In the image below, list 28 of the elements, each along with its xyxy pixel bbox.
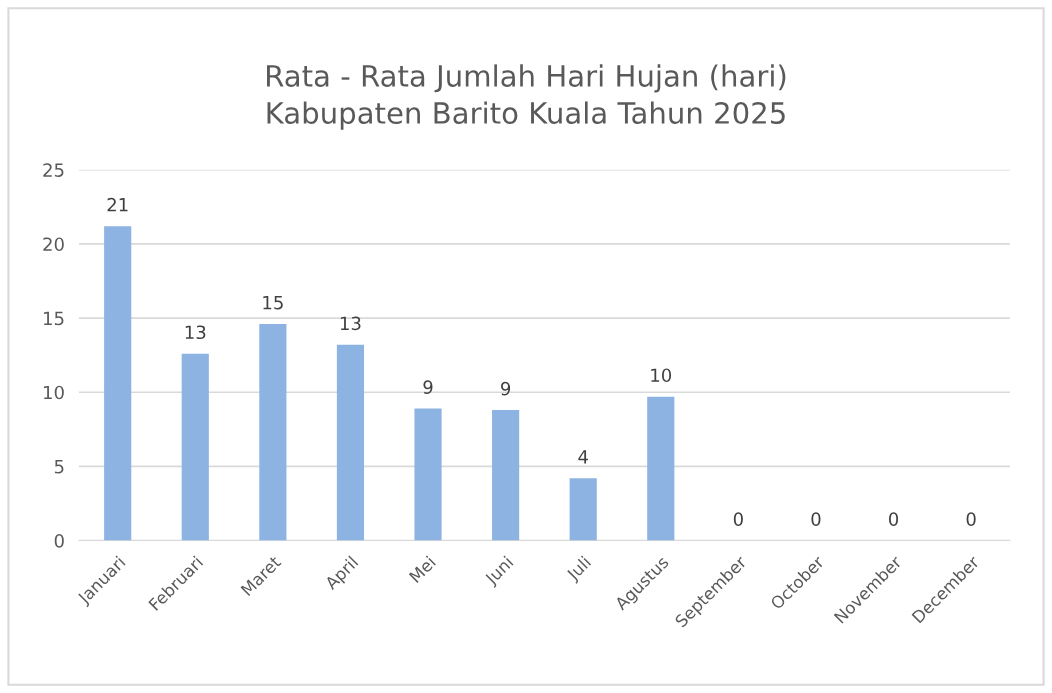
data-label: 13 — [340, 316, 361, 331]
bar — [414, 408, 442, 541]
chart-title: Rata - Rata Jumlah Hari Hujan (hari) Kabupaten Barito Kuala Tahun 2025 — [267, 64, 786, 130]
bar — [181, 353, 209, 541]
y-tick-label: 5 — [54, 460, 64, 474]
bar — [104, 226, 132, 541]
data-label: 15 — [263, 295, 283, 310]
bar — [259, 324, 287, 541]
data-label: 9 — [501, 381, 511, 396]
y-tick-label: 25 — [43, 163, 64, 177]
y-tick-label: 20 — [43, 237, 64, 252]
data-label: 4 — [578, 450, 588, 464]
data-label: 0 — [811, 512, 821, 526]
bar — [492, 410, 520, 541]
data-label: 9 — [423, 380, 433, 394]
data-label: 21 — [107, 197, 128, 212]
y-tick-label: 0 — [54, 534, 64, 548]
x-tick-label: Mei — [408, 555, 437, 584]
data-label: 0 — [733, 512, 743, 526]
data-label: 10 — [651, 368, 672, 383]
bar — [569, 478, 597, 541]
y-tick-label: 10 — [44, 385, 64, 400]
bar — [647, 396, 675, 541]
y-tick-label: 15 — [44, 311, 64, 326]
bar — [336, 344, 365, 541]
data-label: 13 — [185, 325, 206, 340]
data-label: 0 — [888, 512, 899, 526]
data-label: 0 — [966, 512, 976, 526]
